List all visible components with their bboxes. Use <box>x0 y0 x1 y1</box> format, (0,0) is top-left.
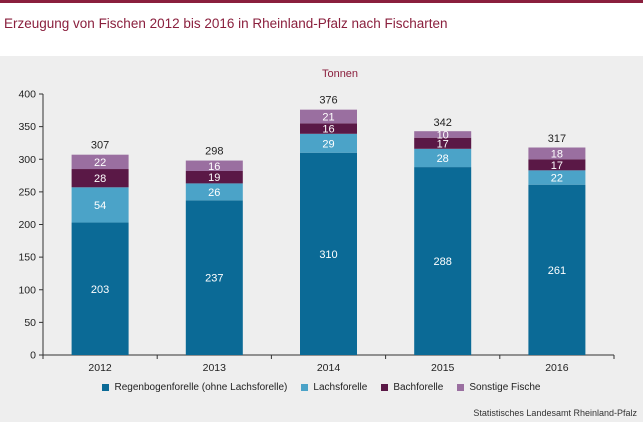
legend-swatch <box>301 384 309 391</box>
bar-segment <box>300 109 357 124</box>
bar-segment <box>300 123 357 134</box>
top-rule <box>0 0 643 3</box>
legend-swatch <box>457 384 465 391</box>
y-tick-label: 250 <box>18 186 36 198</box>
x-tick-label: 2012 <box>88 362 112 374</box>
data-label: 288 <box>434 256 452 268</box>
data-label: 17 <box>437 138 449 150</box>
data-label: 29 <box>322 138 334 150</box>
legend-label: Bachforelle <box>393 382 444 393</box>
y-tick-label: 200 <box>18 219 36 231</box>
bar-segment <box>71 187 129 223</box>
bar-segment <box>71 222 129 355</box>
bar-segment <box>71 169 129 188</box>
bar-segment <box>528 159 586 171</box>
data-label: 261 <box>548 265 566 277</box>
bar-segment <box>185 200 243 355</box>
bar-segment <box>414 167 472 355</box>
x-tick-label: 2016 <box>545 362 569 374</box>
bar-segment <box>414 131 472 138</box>
data-label: 22 <box>94 157 106 169</box>
total-label: 342 <box>434 117 452 129</box>
y-tick-label: 50 <box>24 317 36 329</box>
data-label: 28 <box>94 173 106 185</box>
chart-legend: Regenbogenforelle (ohne Lachsforelle) Lac… <box>0 382 643 393</box>
data-label: 203 <box>91 284 109 296</box>
bar-segment <box>414 148 472 168</box>
bar-segment <box>185 170 243 184</box>
bar-segment <box>300 133 357 153</box>
y-tick-label: 100 <box>18 284 36 296</box>
bar-segment <box>528 147 586 160</box>
y-tick-label: 400 <box>18 89 36 101</box>
y-tick-label: 0 <box>30 350 36 362</box>
data-label: 28 <box>437 153 449 165</box>
bar-segment <box>71 154 129 170</box>
data-label: 54 <box>94 200 106 212</box>
data-label: 310 <box>319 249 337 261</box>
bar-segment <box>528 184 586 355</box>
unit-label: Tonnen <box>321 68 359 80</box>
bar-segment <box>185 160 243 171</box>
data-label: 16 <box>322 124 334 136</box>
chart-title: Erzeugung von Fischen 2012 bis 2016 in R… <box>4 16 448 31</box>
legend-label: Sonstige Fische <box>469 382 541 393</box>
legend-label: Regenbogenforelle (ohne Lachsforelle) <box>114 382 288 393</box>
data-label: 10 <box>437 129 449 141</box>
bar-segment <box>528 170 586 185</box>
data-label: 16 <box>208 161 220 173</box>
legend-item: Lachsforelle <box>301 382 367 393</box>
total-label: 376 <box>319 95 337 107</box>
legend-item: Bachforelle <box>381 382 443 393</box>
bar-segment <box>185 183 243 201</box>
data-label: 21 <box>322 112 334 124</box>
legend-item: Regenbogenforelle (ohne Lachsforelle) <box>102 382 287 393</box>
total-label: 298 <box>205 146 223 158</box>
legend-label: Lachsforelle <box>313 382 368 393</box>
legend-swatch <box>102 384 110 391</box>
data-label: 22 <box>551 173 563 185</box>
total-label: 317 <box>548 133 566 145</box>
bar-segment <box>414 137 472 149</box>
x-tick-label: 2015 <box>431 362 455 374</box>
y-tick-label: 300 <box>18 154 36 166</box>
data-label: 19 <box>208 172 220 184</box>
legend-swatch <box>381 384 389 391</box>
source-note: Statistisches Landesamt Rheinland-Pfalz <box>473 408 637 418</box>
data-label: 237 <box>205 273 223 285</box>
data-label: 26 <box>208 187 220 199</box>
y-tick-label: 150 <box>18 252 36 264</box>
legend-item: Sonstige Fische <box>457 382 541 393</box>
data-label: 18 <box>551 148 563 160</box>
x-tick-label: 2014 <box>317 362 341 374</box>
bar-segment <box>300 152 357 355</box>
data-label: 17 <box>551 160 563 172</box>
total-label: 307 <box>91 140 109 152</box>
y-tick-label: 350 <box>18 121 36 133</box>
x-tick-label: 2013 <box>203 362 227 374</box>
